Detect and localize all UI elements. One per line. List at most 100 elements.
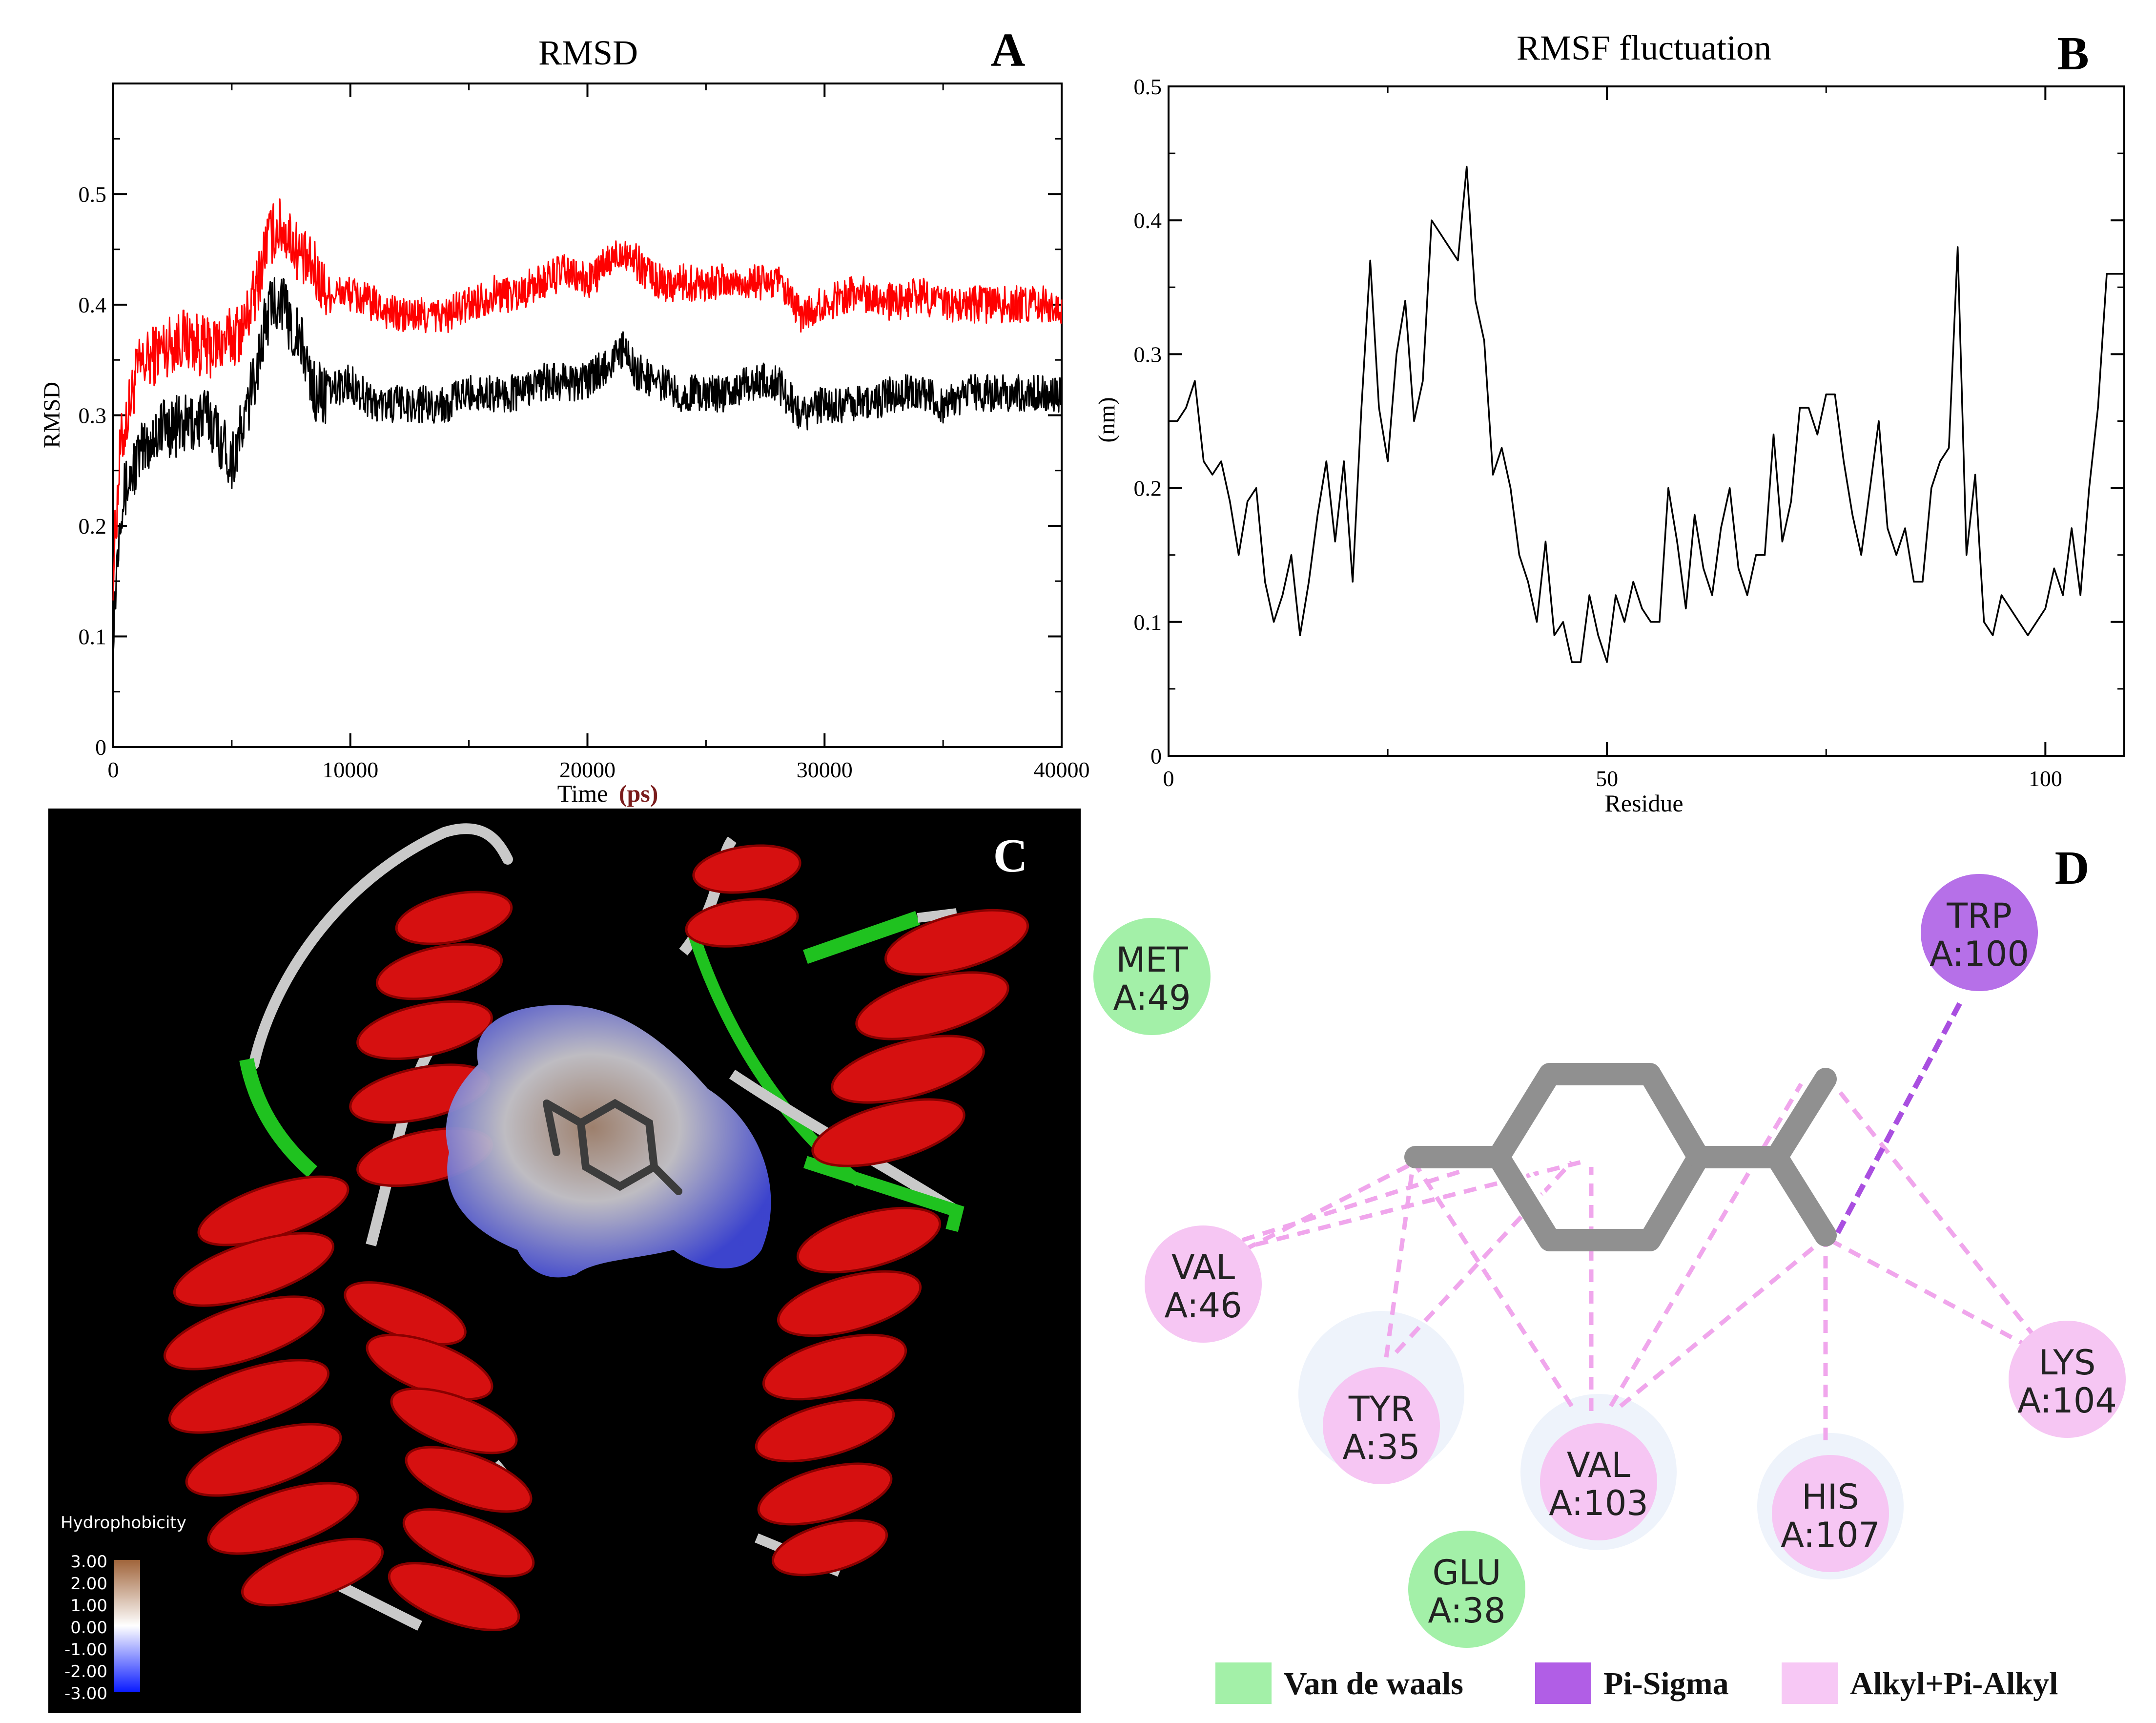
chart-a-xlabel-unit: (ps) — [619, 780, 658, 807]
y-tick-label: 0 — [1150, 744, 1162, 768]
residue-name: HIS — [1802, 1477, 1859, 1517]
y-tick-label: 0.5 — [79, 182, 107, 207]
residue-id: A:49 — [1113, 978, 1191, 1018]
legend-label: Van de waals — [1284, 1666, 1463, 1702]
hydrophobicity-tick-label: 3.00 — [70, 1552, 107, 1572]
series-line-1 — [1169, 166, 2124, 663]
x-tick-label: 50 — [1596, 766, 1618, 791]
residue-id: A:107 — [1781, 1515, 1880, 1555]
alkyl-line — [1384, 1164, 1416, 1358]
legend-entry: Pi-Sigma — [1535, 1662, 1729, 1704]
pi-sigma-interaction-line — [1835, 1002, 1962, 1234]
residue-name: TRP — [1946, 896, 2012, 936]
panel-b-rmsf: B RMSF fluctuation 0 50 100 0 0.1 0.2 0.3 0.4 0.… — [1094, 27, 2125, 817]
alkyl-line — [1241, 1169, 1460, 1243]
x-tick-label: 0 — [108, 757, 119, 782]
residue-name: TYR — [1348, 1389, 1414, 1429]
panel-letter-a: A — [991, 24, 1026, 77]
alkyl-line — [1414, 1163, 1574, 1408]
hydrophobicity-tick-label: 2.00 — [70, 1574, 107, 1594]
panel-c-structure: Hydrophobicity 3.002.001.000.00-1.00 -2.0… — [48, 809, 1081, 1713]
alkyl-line — [1824, 1236, 2032, 1349]
residue-circle — [1921, 874, 2038, 991]
x-tick-label: 0 — [1163, 766, 1174, 791]
y-tick-label: 0.1 — [79, 624, 107, 649]
hydrophobicity-tick-label: -2.00 — [64, 1662, 107, 1681]
x-tick-label: 100 — [2029, 766, 2062, 791]
residue-circle — [1408, 1531, 1525, 1648]
y-tick-label: 0.3 — [79, 403, 107, 428]
x-tick-label: 30000 — [797, 757, 853, 782]
chart-b-title: RMSF fluctuation — [1517, 28, 1771, 67]
hydrophobicity-colorbar — [114, 1560, 140, 1692]
alkyl-line — [1609, 1082, 1803, 1408]
y-tick-label: 0.1 — [1134, 610, 1162, 635]
x-tick-label: 20000 — [559, 757, 616, 782]
alkyl-line — [1619, 1236, 1827, 1408]
chart-a-title: RMSD — [538, 33, 638, 72]
residue-circle — [1093, 918, 1211, 1035]
legend-label: Alkyl+Pi-Alkyl — [1850, 1666, 2058, 1702]
chart-a-ylabel: RMSD — [39, 382, 65, 448]
x-tick-label: 10000 — [322, 757, 378, 782]
hydrophobicity-tick-label: 0.00 — [70, 1618, 107, 1638]
residue-id: A:104 — [2017, 1381, 2117, 1421]
hydrophobicity-tick-label: -3.00 — [64, 1684, 107, 1703]
ligand-structure — [1404, 1063, 1837, 1251]
residue-name: VAL — [1171, 1247, 1235, 1287]
chart-b-xlabel: Residue — [1604, 789, 1683, 817]
series-line-2 — [112, 277, 1063, 656]
x-tick-label: 40000 — [1034, 757, 1090, 782]
hydrophobicity-title: Hydrophobicity — [61, 1513, 186, 1533]
series-line-1 — [112, 198, 1063, 601]
chart-b-ticks: 0 50 100 0 0.1 0.2 0.3 0.4 0.5 — [1134, 74, 2124, 791]
residue-id: A:35 — [1342, 1427, 1420, 1467]
protein-ribbon-image — [163, 823, 1029, 1631]
chart-a-xlabel-text: Time — [557, 780, 608, 807]
y-tick-label: 0.5 — [1134, 74, 1162, 99]
chart-a-plot-frame — [112, 83, 1063, 748]
residue-circle — [1772, 1455, 1889, 1572]
residue-circle — [2009, 1321, 2126, 1438]
legend-swatch — [1782, 1662, 1838, 1704]
residue-circle — [1145, 1225, 1262, 1343]
legend-entry: Van de waals — [1215, 1662, 1463, 1704]
panel-letter-c: C — [993, 830, 1028, 882]
y-tick-label: 0.3 — [1134, 342, 1162, 367]
residue-id: A:46 — [1164, 1286, 1242, 1326]
chart-b-series — [1169, 166, 2124, 663]
residue-circle — [1540, 1423, 1657, 1540]
residue-name: MET — [1116, 940, 1188, 980]
hydrophobicity-tick-label: 1.00 — [70, 1596, 107, 1616]
panel-letter-b: B — [2057, 27, 2089, 80]
y-tick-label: 0 — [95, 735, 106, 760]
chart-a-xlabel: Time (ps) — [557, 780, 658, 807]
residue-name: LYS — [2039, 1343, 2096, 1383]
chart-a-ticks: 0 10000 20000 30000 40000 0 0.1 0.2 0.3 0.4 0.5 — [79, 83, 1090, 782]
chart-a-series — [112, 198, 1063, 656]
hydrophobicity-ticks: 3.002.001.000.00-1.00 -2.00 -3.00 — [64, 1552, 107, 1703]
hydrophobicity-tick-label: -1.00 — [64, 1640, 107, 1660]
residue-name: VAL — [1567, 1445, 1630, 1485]
chart-b-ylabel: (nm) — [1094, 397, 1120, 442]
residue-circle — [1323, 1367, 1440, 1484]
residue-name: GLU — [1433, 1553, 1501, 1593]
y-tick-label: 0.2 — [1134, 476, 1162, 501]
y-tick-label: 0.4 — [79, 292, 107, 317]
legend-label: Pi-Sigma — [1603, 1666, 1729, 1702]
panel-a-rmsd: A RMSD 0 10000 20000 30000 40000 0 0.1 0.2 0.3 0.… — [39, 24, 1090, 807]
residue-id: A:100 — [1930, 934, 2029, 974]
legend-entry: Alkyl+Pi-Alkyl — [1782, 1662, 2058, 1704]
alkyl-line — [1224, 1162, 1412, 1262]
y-tick-label: 0.2 — [79, 514, 107, 539]
